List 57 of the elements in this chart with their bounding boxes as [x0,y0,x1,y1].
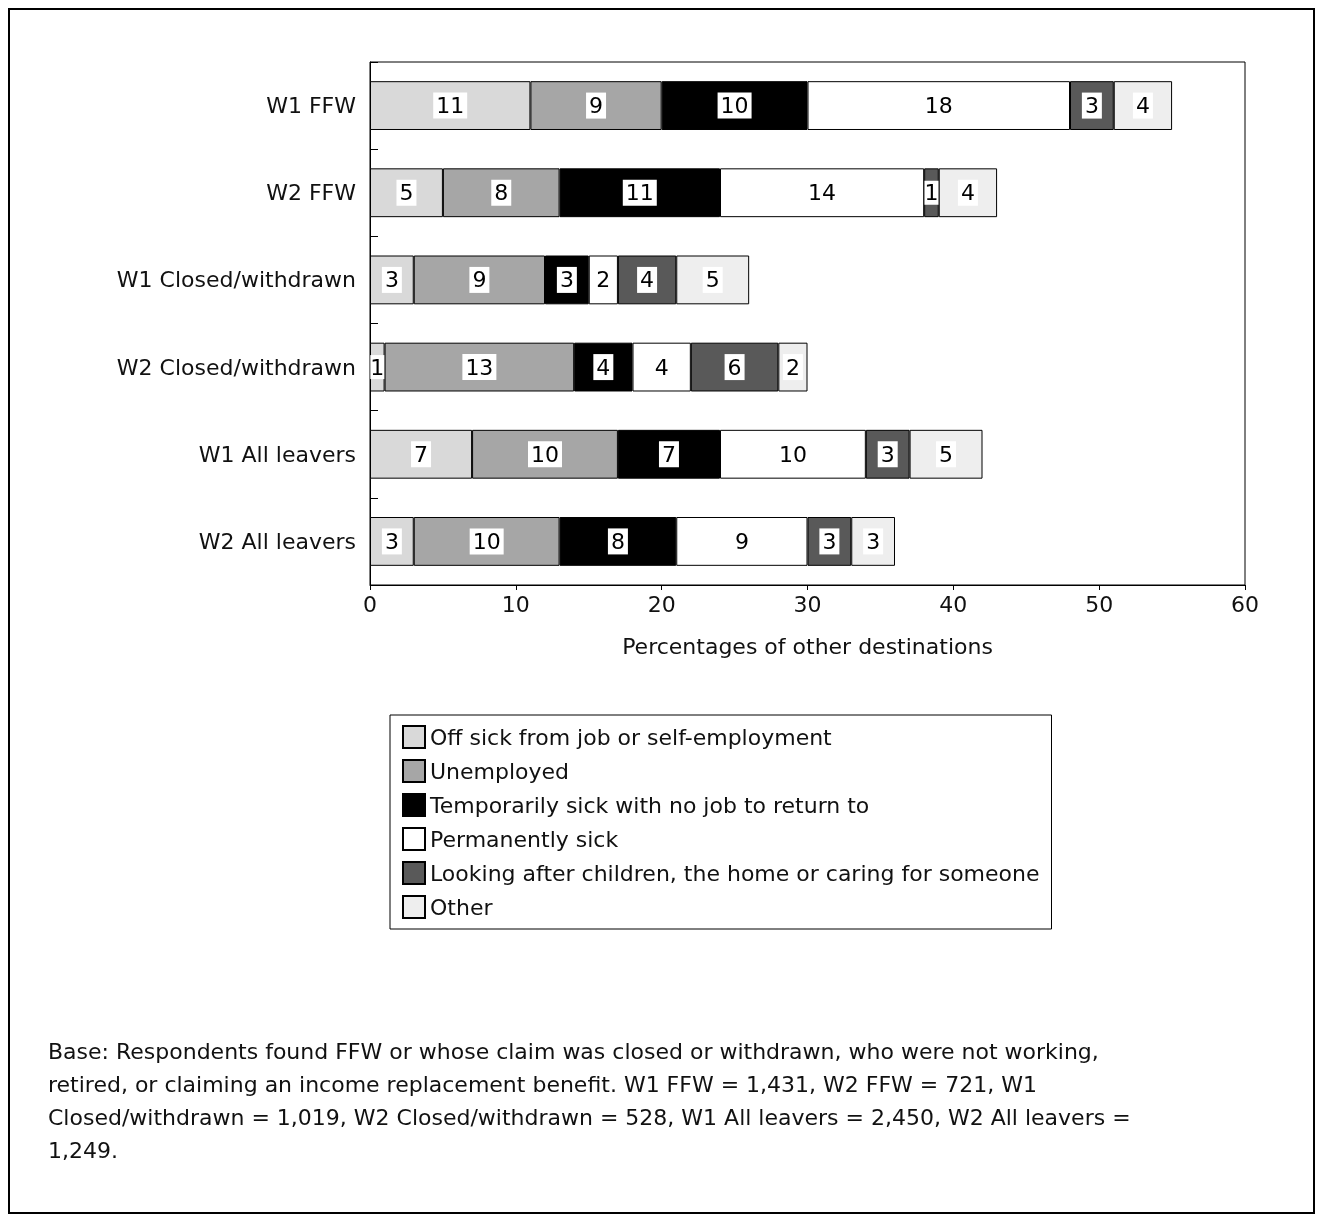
x-tick-label: 60 [1231,591,1259,617]
data-label: 3 [880,441,895,467]
data-label: 6 [727,354,742,380]
data-label: 5 [939,441,954,467]
legend-label: Temporarily sick with no job to return to [429,792,870,818]
legend-label: Off sick from job or self-employment [430,724,833,750]
legend-label: Looking after children, the home or caring for someone [430,860,1040,886]
x-tick-label: 0 [363,591,377,617]
y-tick-label: W1 FFW [266,93,357,119]
y-tick-label: W2 FFW [266,180,357,206]
data-label: 14 [808,180,837,206]
data-label: 10 [531,441,559,467]
data-label: 4 [640,267,655,293]
data-label: 1 [370,354,385,380]
data-label: 18 [924,93,953,119]
data-label: 3 [559,267,574,293]
y-tick-label: W2 Closed/withdrawn [116,354,356,380]
data-label: 2 [596,267,611,293]
text: Base: Respondents found FFW or whose claim was closed or withdrawn, who were not working, retired, or claiming an income replacement benefit. W1 FFW = 1,431, W2 FFW = 721, W1 Closed/withdrawn = 1,019, W2 Closed/withdrawn = 528, W1 All leavers = 2,450, W2 All leavers = 1,249. [48,1038,1132,1165]
data-label: 9 [589,93,604,119]
y-tick-label: W1 Closed/withdrawn [116,267,356,293]
data-label: 3 [384,267,399,293]
data-label: 1 [924,180,939,206]
data-label: 11 [436,93,465,119]
data-label: 2 [785,354,800,380]
legend-label: Other [430,894,494,920]
data-label: 10 [778,441,807,467]
x-tick-label: 20 [647,591,676,617]
data-label: 9 [734,528,749,554]
data-label: 7 [661,441,676,467]
legend-label: Permanently sick [430,826,619,852]
data-label: 5 [705,267,720,293]
data-label: 10 [472,528,501,554]
x-tick-label: 50 [1085,591,1114,617]
y-tick-label: W2 All leavers [198,528,356,554]
data-label: 8 [494,180,509,206]
data-label: 11 [625,180,654,206]
data-label: 4 [596,354,611,380]
data-label: 4 [654,354,669,380]
y-tick-label: W1 All leavers [198,441,356,467]
legend-label: Unemployed [430,758,570,784]
data-label: 8 [610,528,625,554]
data-label: 3 [866,528,881,554]
x-tick-label: 40 [939,591,968,617]
x-tick-label: 10 [501,591,530,617]
data-label: 4 [1135,93,1150,119]
data-label: 4 [960,180,975,206]
x-tick-label: 30 [793,591,822,617]
data-label: 10 [720,93,749,119]
data-label: 3 [1084,93,1099,119]
data-label: 7 [414,441,429,467]
data-label: 3 [822,528,837,554]
data-label: 13 [465,354,494,380]
data-label: 5 [399,180,414,206]
data-label: 9 [472,267,487,293]
x-axis-title: Percentages of other destinations [622,633,993,659]
data-label: 3 [384,528,399,554]
